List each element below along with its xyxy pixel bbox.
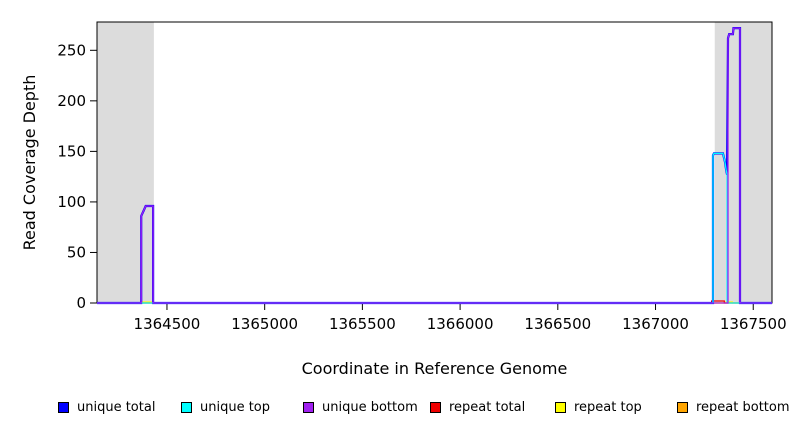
y-tick-label: 0 <box>76 294 86 312</box>
y-tick-label: 200 <box>57 92 86 110</box>
y-tick-label: 150 <box>57 142 86 160</box>
shaded-region-masked-right <box>714 22 772 303</box>
legend-item-repeat-total: repeat total <box>430 398 525 416</box>
legend-item-repeat-top: repeat top <box>555 398 642 416</box>
x-tick-label: 1364500 <box>134 315 201 333</box>
x-tick-label: 1366500 <box>524 315 591 333</box>
legend-swatch-icon <box>303 401 314 413</box>
x-tick-label: 1366000 <box>427 315 494 333</box>
legend-item-unique-bottom: unique bottom <box>303 398 418 416</box>
legend-item-unique-top: unique top <box>181 398 270 416</box>
legend-swatch-icon <box>555 401 566 413</box>
x-tick-label: 1367000 <box>622 315 689 333</box>
x-axis-title: Coordinate in Reference Genome <box>301 359 568 378</box>
x-tick-label: 1367500 <box>720 315 787 333</box>
y-tick-label: 250 <box>57 41 86 59</box>
shaded-region-masked-left <box>97 22 154 303</box>
legend-label: repeat bottom <box>696 399 790 415</box>
series-line-unique-top <box>97 152 772 304</box>
legend-swatch-icon <box>677 401 688 413</box>
legend-label: unique total <box>77 399 156 415</box>
plot-box <box>96 21 773 304</box>
x-tick-label: 1365000 <box>231 315 298 333</box>
series-line-unique-total <box>97 27 772 305</box>
y-axis-title: Read Coverage Depth <box>20 74 39 251</box>
legend-label: unique top <box>200 399 271 415</box>
legend-label: unique bottom <box>322 399 418 415</box>
legend-label: repeat top <box>574 399 642 415</box>
legend: unique total unique top unique bottom repea… <box>0 398 792 418</box>
legend-swatch-icon <box>181 401 192 413</box>
series-line-unique-bottom <box>97 27 772 304</box>
x-tick-label: 1365500 <box>329 315 396 333</box>
legend-item-unique-total: unique total <box>58 398 155 416</box>
legend-label: repeat total <box>449 399 526 415</box>
legend-item-repeat-bottom: repeat bottom <box>677 398 790 416</box>
y-tick-label: 100 <box>57 193 86 211</box>
y-tick-label: 50 <box>67 243 86 261</box>
legend-swatch-icon <box>58 401 69 413</box>
legend-swatch-icon <box>430 401 441 413</box>
